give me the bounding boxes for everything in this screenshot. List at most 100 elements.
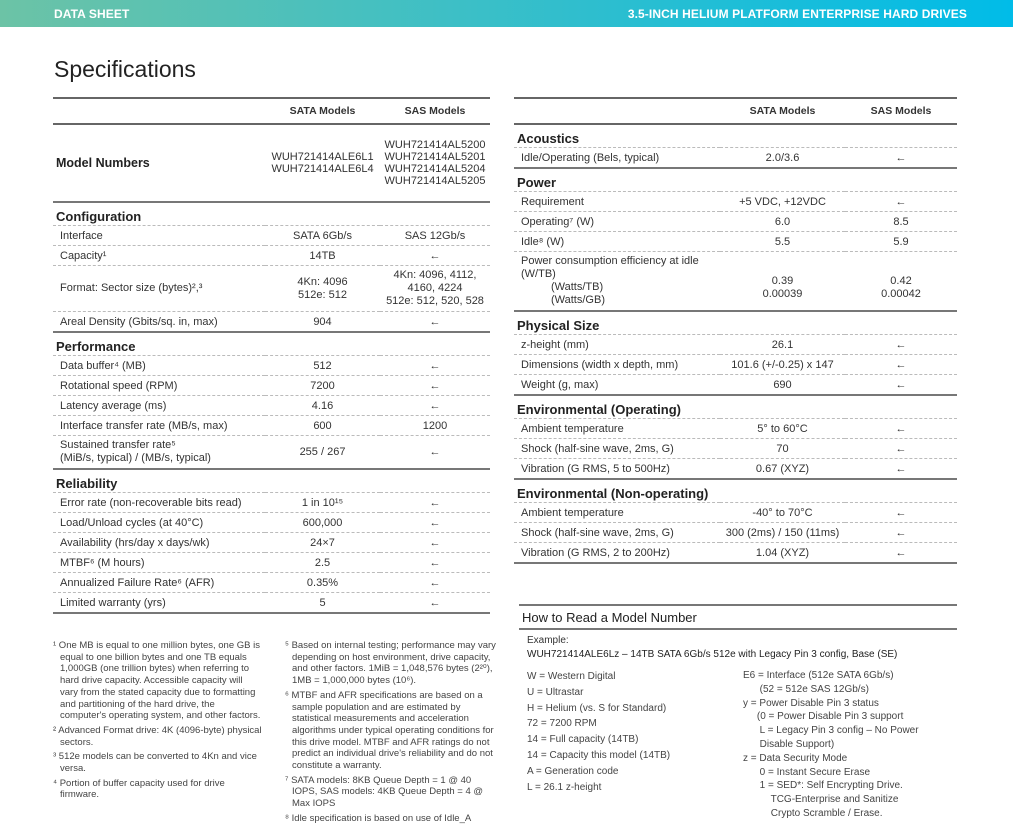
sas-model: WUH721414AL5204 (384, 163, 486, 175)
model-code-item: (52 = 512e SAS 12Gb/s) (743, 683, 869, 695)
footnote: ⁵ Based on internal testing; performance… (285, 640, 496, 687)
sas-value: ← (380, 552, 490, 573)
sata-models: WUH721414ALE6L1 WUH721414ALE6L4 (265, 124, 380, 202)
spec-label: Shock (half-sine wave, 2ms, G) (514, 522, 720, 543)
spec-label-text: Power consumption efficiency at idle (W/… (521, 255, 699, 280)
section-heading: Environmental (Operating) (514, 394, 957, 419)
col-header-sata: SATA Models (265, 97, 380, 125)
sata-value: 5 (265, 592, 380, 614)
model-code-item: H = Helium (vs. S for Standard) (527, 702, 667, 714)
sata-value: 2.5 (265, 552, 380, 573)
footnote: ¹ One MB is equal to one million bytes, … (53, 640, 261, 722)
sas-models: WUH721414AL5200 WUH721414AL5201 WUH72141… (380, 124, 490, 202)
spec-row: Load/Unload cycles (at 40°C) 600,000 ← (53, 512, 490, 533)
sas-value: ← (380, 512, 490, 533)
sata-value: 600 (265, 415, 380, 436)
sata-value: 70 (720, 438, 845, 459)
spec-label: MTBF⁶ (M hours) (53, 552, 265, 573)
spec-row: Availability (hrs/day x days/wk) 24×7 ← (53, 532, 490, 553)
spec-row: Shock (half-sine wave, 2ms, G) 300 (2ms) … (514, 522, 957, 543)
model-example: Example: WUH721414ALE6Lz – 14TB SATA 6Gb… (527, 634, 897, 662)
sas-value: ← (380, 311, 490, 332)
spec-label: Capacity¹ (53, 245, 265, 266)
spec-label: Data buffer⁴ (MB) (53, 355, 265, 376)
sata-value: 5.5 (720, 231, 845, 252)
spec-label: Dimensions (width x depth, mm) (514, 354, 720, 375)
spec-row: Rotational speed (RPM) 7200 ← (53, 375, 490, 396)
spec-label: Ambient temperature (514, 502, 720, 523)
sas-value: ← (380, 375, 490, 396)
spec-label: Format: Sector size (bytes)²,³ (53, 265, 265, 312)
sata-value: 300 (2ms) / 150 (11ms) (720, 522, 845, 543)
sas-value: ← (845, 438, 957, 459)
sata-value: 6.0 (720, 211, 845, 232)
sas-value: 4Kn: 4096, 4112, 4160, 4224 512e: 512, 5… (380, 265, 490, 312)
section-heading-row: Configuration (53, 201, 490, 226)
sas-model: WUH721414AL5205 (384, 175, 486, 187)
sas-value: ← (380, 245, 490, 266)
sas-value: 0.42 0.00042 (845, 251, 957, 311)
spec-label: Operating⁷ (W) (514, 211, 720, 232)
model-code-item: TCG-Enterprise and Sanitize (743, 794, 899, 806)
spec-label: Idle/Operating (Bels, typical) (514, 147, 720, 168)
sas-value: ← (845, 354, 957, 375)
spec-label: Latency average (ms) (53, 395, 265, 416)
sas-value: ← (845, 542, 957, 564)
spec-label: Rotational speed (RPM) (53, 375, 265, 396)
section-heading-row: Environmental (Non-operating) (514, 478, 957, 503)
section-heading: Reliability (53, 468, 490, 493)
spec-row: Ambient temperature -40° to 70°C ← (514, 502, 957, 523)
section-heading-row: Acoustics (514, 123, 957, 148)
sata-value: 5° to 60°C (720, 418, 845, 439)
spec-row: Requirement +5 VDC, +12VDC ← (514, 191, 957, 212)
footnote: ³ 512e models can be converted to 4Kn an… (53, 751, 257, 775)
section-heading: Environmental (Non-operating) (514, 478, 957, 503)
spec-label: Availability (hrs/day x days/wk) (53, 532, 265, 553)
model-code-item: z = Data Security Mode (743, 752, 848, 764)
sas-value: ← (845, 147, 957, 168)
spec-label: Error rate (non-recoverable bits read) (53, 492, 265, 513)
spec-label: Limited warranty (yrs) (53, 592, 265, 614)
spec-label: Load/Unload cycles (at 40°C) (53, 512, 265, 533)
model-code-item: 14 = Full capacity (14TB) (527, 734, 639, 746)
sata-value: 4.16 (265, 395, 380, 416)
model-code-item: 72 = 7200 RPM (527, 718, 597, 730)
sas-value: ← (380, 395, 490, 416)
section-heading-row: Performance (53, 331, 490, 356)
sas-model: WUH721414AL5201 (384, 151, 486, 163)
model-code-item: L = 26.1 z-height (527, 781, 602, 793)
sas-model: WUH721414AL5200 (384, 139, 486, 151)
sata-value: 26.1 (720, 334, 845, 355)
model-code-item: Crypto Scramble / Erase. (743, 807, 883, 819)
model-code-item: U = Ultrastar (527, 686, 584, 698)
spec-row: Operating⁷ (W) 6.0 8.5 (514, 211, 957, 232)
sata-value: 7200 (265, 375, 380, 396)
sas-value: ← (845, 522, 957, 543)
model-numbers-label: Model Numbers (56, 156, 150, 170)
sata-value: 600,000 (265, 512, 380, 533)
sas-value: ← (380, 435, 490, 469)
spec-row: Format: Sector size (bytes)²,³ 4Kn: 4096 … (53, 265, 490, 312)
col-header-blank (514, 97, 720, 125)
spec-label: Ambient temperature (514, 418, 720, 439)
sata-value: -40° to 70°C (720, 502, 845, 523)
col-header-sas: SAS Models (380, 97, 490, 125)
sata-value: 4Kn: 4096 512e: 512 (265, 265, 380, 312)
spec-table-left: SATA Models SAS Models Model Numbers WUH… (53, 97, 490, 614)
section-heading-row: Reliability (53, 468, 490, 493)
section-heading: Performance (53, 331, 490, 356)
sas-value: ← (380, 592, 490, 614)
sas-value: ← (380, 492, 490, 513)
model-code-item: A = Generation code (527, 765, 619, 777)
footnote: ⁷ SATA models: 8KB Queue Depth = 1 @ 40 … (285, 774, 484, 810)
sas-value: ← (380, 572, 490, 593)
footnote: ⁸ Idle specification is based on use of … (285, 812, 472, 824)
spec-row: Power consumption efficiency at idle (W/… (514, 251, 957, 311)
model-guide-left: W = Western Digital U = Ultrastar H = Heli… (527, 669, 670, 795)
sata-value: 2.0/3.6 (720, 147, 845, 168)
footnote: ⁴ Portion of buffer capacity used for dr… (53, 777, 225, 801)
sas-value: ← (845, 418, 957, 439)
spec-row: Limited warranty (yrs) 5 ← (53, 592, 490, 614)
spec-row: Sustained transfer rate⁵ (MiB/s, typical… (53, 435, 490, 469)
spec-row: Idle⁸ (W) 5.5 5.9 (514, 231, 957, 252)
